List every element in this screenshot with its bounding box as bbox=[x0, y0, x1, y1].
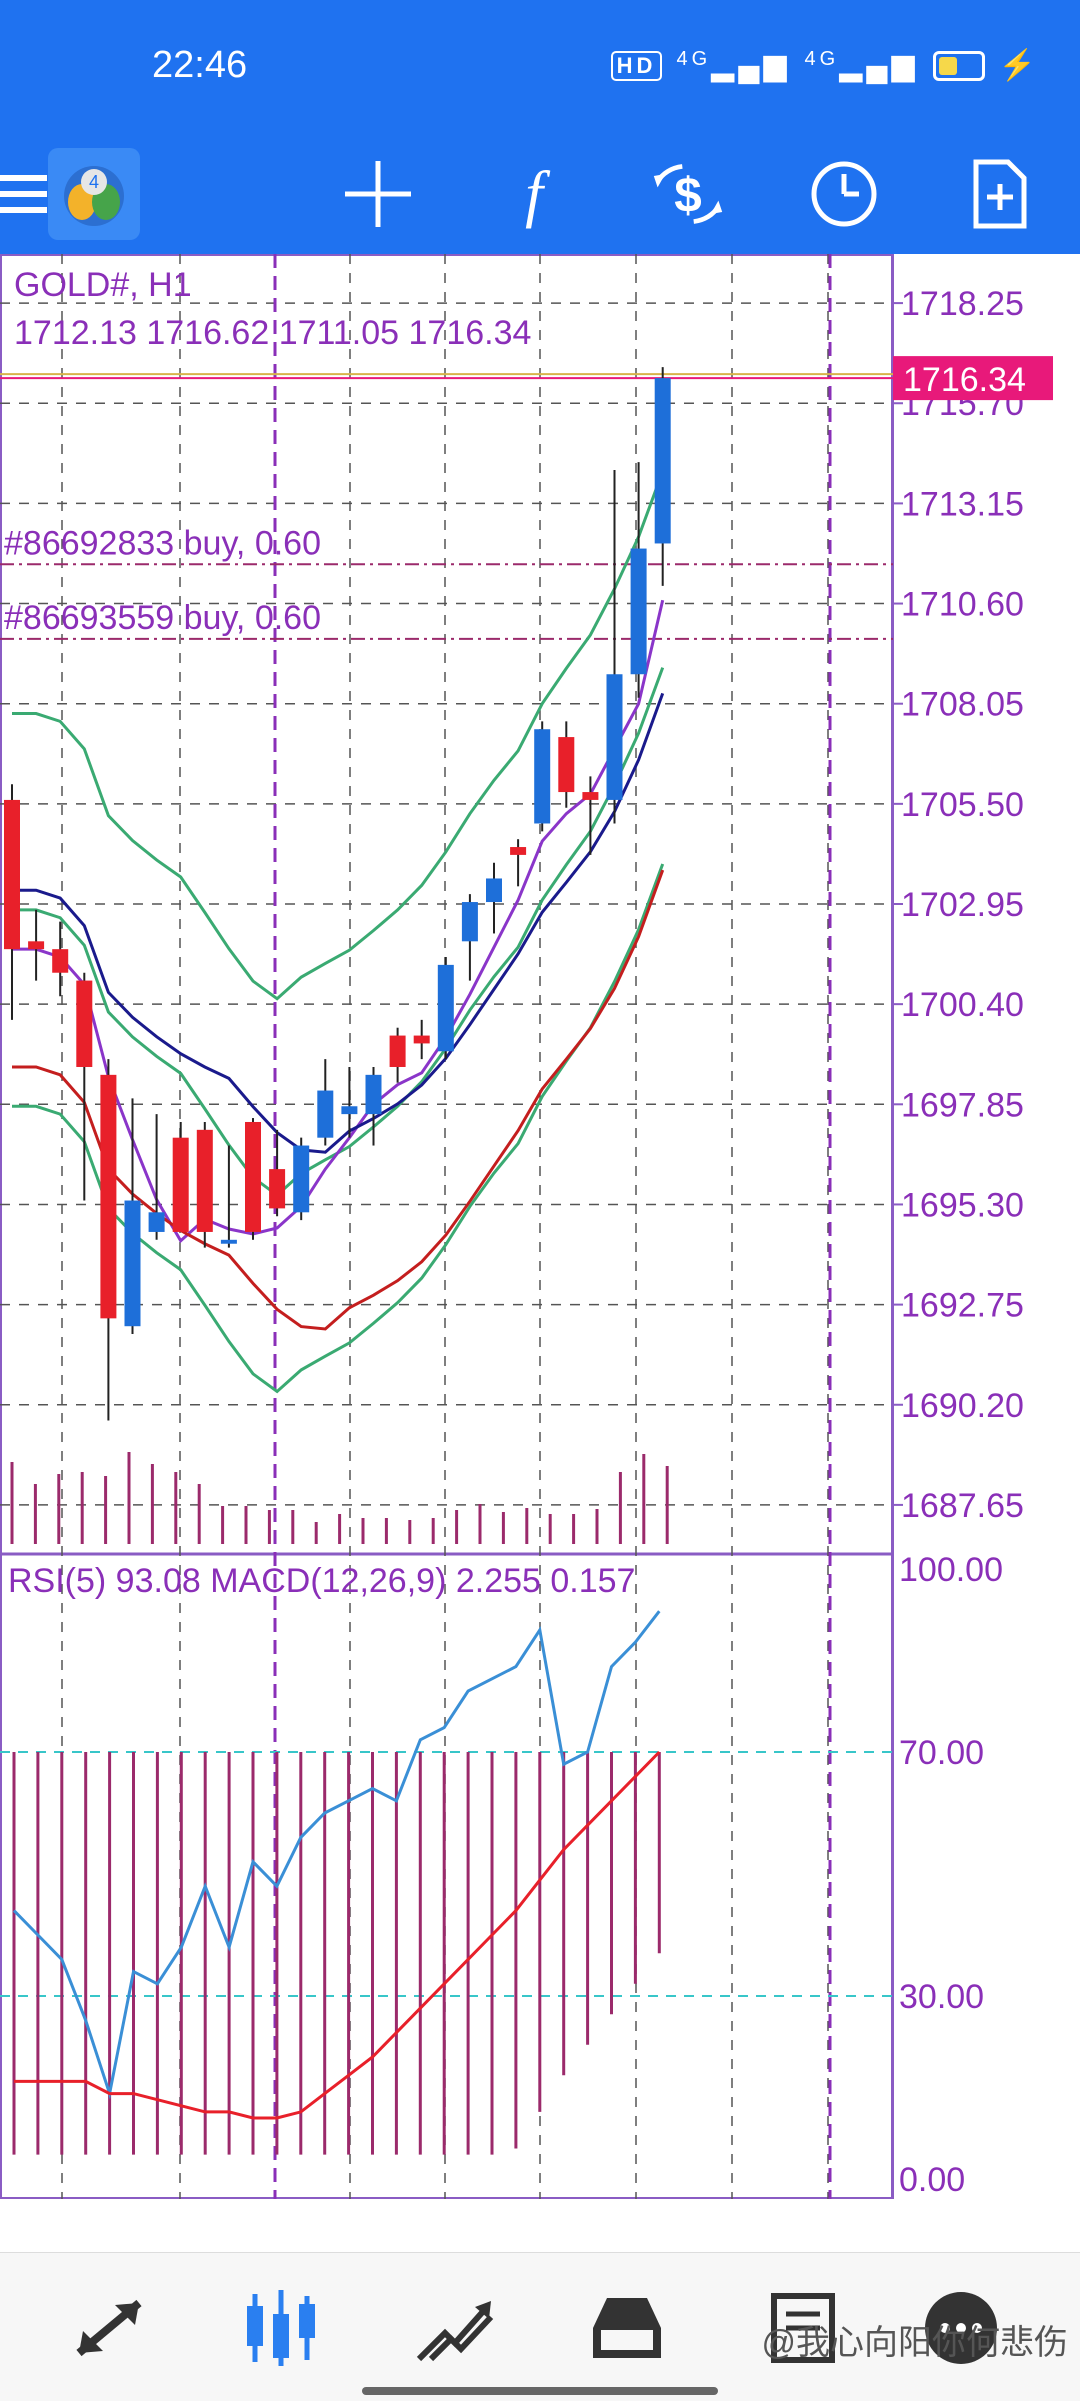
bull-candle bbox=[148, 1212, 165, 1232]
signal-4g-icon: 4G▂▄▆ bbox=[804, 48, 919, 82]
bottom-nav: @我心向阳你何悲伤 bbox=[0, 2252, 1080, 2401]
bull-candle bbox=[341, 1106, 358, 1115]
charging-icon: ⚡ bbox=[998, 49, 1040, 82]
price-tick-label: 1687.65 bbox=[901, 1487, 1024, 1525]
clock-icon[interactable] bbox=[806, 156, 882, 232]
bull-candle bbox=[124, 1200, 141, 1327]
bear-candle bbox=[558, 737, 575, 793]
price-tick-label: 1697.85 bbox=[901, 1086, 1024, 1124]
price-tick-label: 1718.25 bbox=[901, 285, 1024, 323]
ohlc-label: 1712.13 1716.62 1711.05 1716.34 bbox=[14, 314, 531, 352]
status-bar: 22:46 HD 4G▂▄▆ 4G▂▄▆ ⚡ bbox=[0, 0, 1080, 134]
bear-candle bbox=[4, 799, 20, 950]
rsi-line bbox=[12, 1610, 661, 2100]
history-icon[interactable] bbox=[582, 2283, 672, 2373]
indicator-label: RSI(5) 93.08 MACD(12,26,9) 2.255 0.157 bbox=[8, 1562, 635, 1600]
bull-candle bbox=[317, 1090, 334, 1138]
ma-fast-line bbox=[12, 599, 665, 1244]
rsi-tick-label: 100.00 bbox=[899, 1551, 1003, 1589]
new-document-icon[interactable] bbox=[962, 156, 1038, 232]
rsi-tick-label: 30.00 bbox=[899, 1978, 984, 2016]
bollinger-upper-line bbox=[12, 470, 665, 1001]
signal-label: 4G bbox=[676, 48, 712, 70]
svg-text:f: f bbox=[525, 159, 551, 229]
bull-candle bbox=[293, 1145, 310, 1213]
price-tick-label: 1705.50 bbox=[901, 786, 1024, 824]
function-icon[interactable]: f bbox=[496, 156, 572, 232]
trade-icon[interactable]: $ bbox=[650, 156, 726, 232]
menu-icon[interactable] bbox=[0, 156, 60, 232]
chat-icon[interactable] bbox=[916, 2283, 1006, 2373]
bull-candle bbox=[534, 729, 551, 824]
chart-area[interactable]: 1718.25 1715.70 1713.15 1710.60 1708.05 1705.… bbox=[0, 254, 1080, 2246]
bear-candle bbox=[389, 1035, 406, 1067]
bull-candle bbox=[365, 1074, 382, 1115]
price-tick-label: 1708.05 bbox=[901, 686, 1024, 724]
price-tick-label: 1702.95 bbox=[901, 886, 1024, 924]
trade-tab-icon[interactable] bbox=[410, 2283, 500, 2373]
journal-icon[interactable] bbox=[758, 2283, 848, 2373]
bull-candle bbox=[630, 548, 647, 675]
bull-candle bbox=[461, 902, 478, 942]
bear-candle bbox=[510, 847, 527, 855]
bear-candle bbox=[76, 980, 93, 1067]
hd-icon: HD bbox=[610, 50, 663, 81]
app-logo[interactable]: 4 bbox=[48, 148, 140, 240]
svg-text:4: 4 bbox=[89, 172, 99, 192]
rsi-tick-label: 70.00 bbox=[899, 1734, 984, 1772]
home-indicator bbox=[362, 2387, 718, 2395]
price-chart[interactable]: 1718.251715.701713.151710.601708.051705.… bbox=[0, 254, 1080, 2246]
watermark: @我心向阳你何悲伤 bbox=[761, 2324, 1068, 2362]
toolbar: 4 f $ bbox=[0, 134, 1080, 254]
bear-candle bbox=[52, 949, 69, 973]
signal-4g-icon: 4G▂▄▆ bbox=[676, 48, 791, 82]
quotes-icon[interactable] bbox=[64, 2283, 154, 2373]
bull-candle bbox=[220, 1239, 237, 1244]
bull-candle bbox=[437, 964, 454, 1052]
bull-candle bbox=[654, 378, 671, 544]
bear-candle bbox=[269, 1169, 286, 1209]
bear-candle bbox=[28, 941, 45, 950]
price-tick-label: 1695.30 bbox=[901, 1186, 1024, 1224]
status-clock: 22:46 bbox=[152, 44, 248, 86]
order-label: #86693559 buy, 0.60 bbox=[4, 599, 321, 637]
svg-text:$: $ bbox=[674, 168, 701, 223]
ma-slow-line bbox=[12, 869, 665, 1331]
status-icons: HD 4G▂▄▆ 4G▂▄▆ ⚡ bbox=[610, 48, 1040, 83]
price-tick-label: 1700.40 bbox=[901, 986, 1024, 1024]
bollinger-lower-line bbox=[12, 863, 665, 1394]
bear-candle bbox=[196, 1129, 213, 1232]
current-price-label: 1716.34 bbox=[903, 361, 1026, 399]
bear-candle bbox=[100, 1074, 117, 1319]
price-tick-label: 1692.75 bbox=[901, 1287, 1024, 1325]
ma-mid-line bbox=[12, 692, 665, 1154]
chart-icon[interactable] bbox=[236, 2283, 326, 2373]
symbol-label: GOLD#, H1 bbox=[14, 266, 192, 304]
price-tick-label: 1710.60 bbox=[901, 586, 1024, 624]
bull-candle bbox=[606, 674, 623, 800]
bear-candle bbox=[582, 792, 599, 800]
battery-icon bbox=[932, 50, 985, 81]
bear-candle bbox=[245, 1121, 261, 1232]
rsi-tick-label: 0.00 bbox=[899, 2161, 965, 2199]
bear-candle bbox=[172, 1137, 189, 1232]
price-tick-label: 1690.20 bbox=[901, 1387, 1024, 1425]
order-label: #86692833 buy, 0.60 bbox=[4, 524, 321, 562]
signal-label: 4G bbox=[804, 48, 840, 70]
current-price-badge bbox=[893, 356, 1053, 401]
bear-candle bbox=[413, 1035, 430, 1044]
crosshair-icon[interactable] bbox=[340, 156, 416, 232]
bull-candle bbox=[486, 878, 502, 903]
price-tick-label: 1713.15 bbox=[901, 485, 1024, 523]
macd-signal-line bbox=[14, 1750, 661, 2120]
